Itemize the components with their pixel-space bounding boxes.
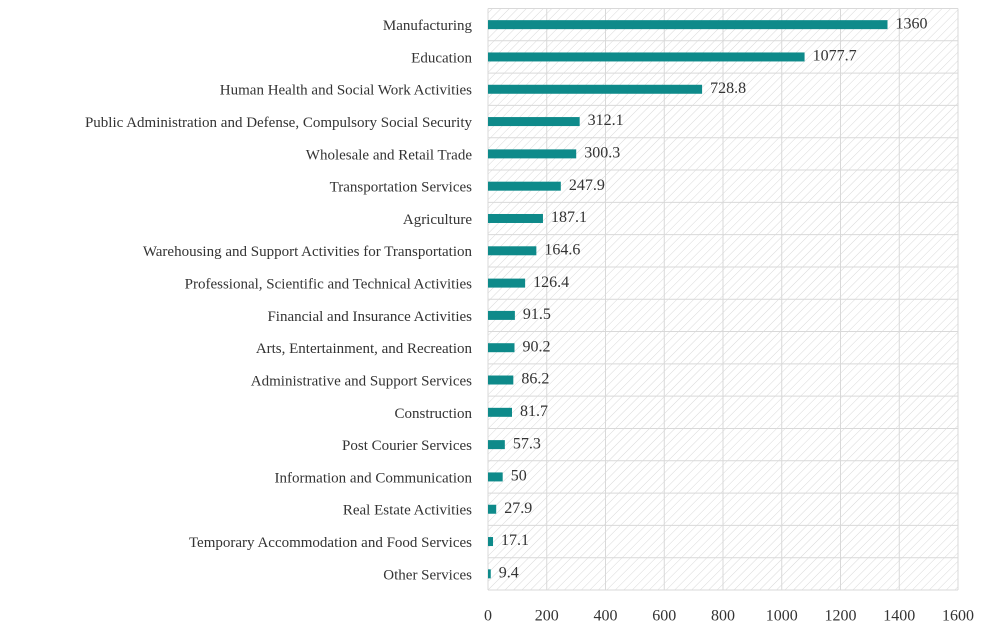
y-tick-label: Arts, Entertainment, and Recreation	[256, 341, 473, 357]
bar	[488, 472, 503, 482]
x-tick-label: 0	[484, 608, 492, 625]
data-label: 86.2	[521, 371, 549, 388]
data-label: 247.9	[569, 177, 605, 194]
data-label: 57.3	[513, 435, 541, 452]
bar	[488, 537, 494, 547]
data-label: 126.4	[533, 274, 569, 291]
bar	[488, 52, 805, 62]
data-label: 81.7	[520, 403, 548, 420]
bar	[488, 117, 580, 127]
bar	[488, 375, 514, 385]
y-tick-label: Public Administration and Defense, Compu…	[85, 115, 473, 131]
bar	[488, 343, 515, 353]
bar	[488, 20, 888, 30]
y-tick-label: Information and Communication	[275, 470, 473, 486]
x-tick-label: 1200	[825, 608, 857, 625]
data-label: 1360	[896, 15, 928, 32]
data-label: 27.9	[504, 500, 532, 517]
data-label: 164.6	[544, 241, 580, 258]
bar	[488, 246, 537, 256]
bar	[488, 213, 543, 223]
bar	[488, 181, 561, 191]
bar	[488, 84, 703, 94]
data-label: 187.1	[551, 209, 587, 226]
y-tick-label: Other Services	[383, 567, 472, 583]
bar	[488, 149, 577, 159]
data-label: 90.2	[522, 338, 550, 355]
bar	[488, 310, 515, 320]
x-tick-label: 200	[535, 608, 559, 625]
y-tick-label: Construction	[395, 406, 473, 422]
x-tick-label: 1000	[766, 608, 798, 625]
y-tick-label: Financial and Insurance Activities	[267, 309, 472, 325]
data-label: 91.5	[523, 306, 551, 323]
x-tick-label: 600	[652, 608, 676, 625]
y-tick-label: Warehousing and Support Activities for T…	[143, 244, 473, 260]
y-tick-label: Real Estate Activities	[343, 503, 472, 519]
bar	[488, 504, 497, 514]
x-tick-label: 400	[594, 608, 618, 625]
data-label: 9.4	[499, 565, 519, 582]
y-tick-label: Temporary Accommodation and Food Service…	[189, 535, 472, 551]
x-tick-label: 1400	[883, 608, 915, 625]
y-tick-label: Administrative and Support Services	[251, 373, 472, 389]
bar	[488, 440, 505, 450]
bar	[488, 278, 526, 288]
bar	[488, 569, 491, 579]
y-tick-label: Wholesale and Retail Trade	[306, 147, 473, 163]
data-label: 17.1	[501, 532, 529, 549]
y-tick-label: Transportation Services	[330, 180, 473, 196]
y-tick-label: Education	[411, 50, 472, 66]
data-label: 312.1	[588, 112, 624, 129]
x-tick-label: 1600	[942, 608, 974, 625]
bar	[488, 407, 512, 417]
y-tick-label: Manufacturing	[383, 18, 473, 34]
x-tick-label: 800	[711, 608, 735, 625]
y-tick-label: Post Courier Services	[342, 438, 472, 454]
data-label: 300.3	[584, 145, 620, 162]
data-label: 1077.7	[813, 48, 857, 65]
data-label: 50	[511, 468, 527, 485]
y-tick-label: Agriculture	[403, 212, 472, 228]
y-tick-label: Professional, Scientific and Technical A…	[185, 277, 473, 293]
y-tick-label: Human Health and Social Work Activities	[220, 83, 472, 99]
data-label: 728.8	[710, 80, 746, 97]
